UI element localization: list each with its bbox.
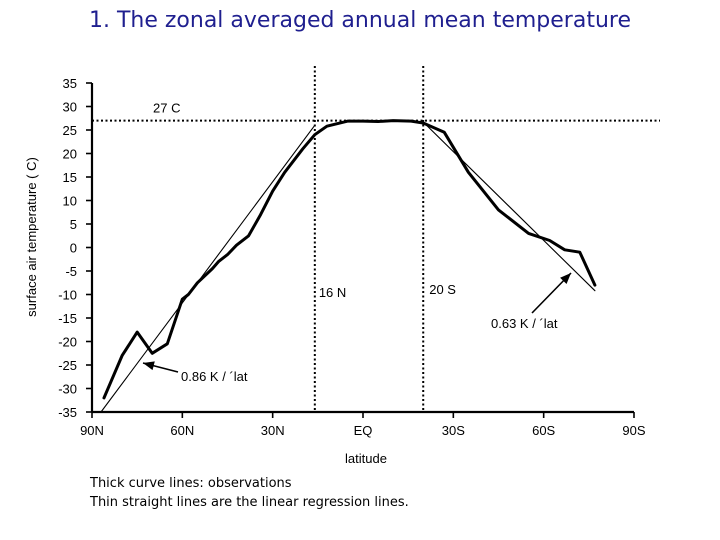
caption: Thick curve lines: observations Thin str… [90,474,409,512]
y-tick-label: 25 [63,123,77,138]
y-tick-label: -15 [58,311,77,326]
caption-line-1: Thick curve lines: observations [90,476,292,491]
x-tick-label: 30N [261,423,285,438]
x-tick-label: 90N [80,423,104,438]
y-axis-title: surface air temperature ( C) [24,157,39,317]
x-tick-label: 30S [442,423,465,438]
chart-series [100,119,597,413]
y-tick-label: 35 [63,76,77,91]
y-tick-label: 0 [70,241,77,256]
x-ticks: 90N 60N 30N EQ 30S 60S 90S [80,412,646,438]
series-observations [102,119,597,400]
reference-line-label: 20 S [429,282,456,297]
y-ticks: 35 30 25 20 15 10 5 0 -5 -10 -15 -20 -25 -30 -35 [58,76,92,420]
caption-line-2: Thin straight lines are the linear regre… [90,495,409,510]
series-regression-north [100,124,316,413]
reference-line-label: 27 C [153,101,180,116]
regression-north-label: 0.86 K / ´lat [181,369,248,384]
slide-title: 1. The zonal averaged annual mean temper… [88,8,632,33]
annotation-arrowhead [143,361,155,371]
x-tick-label: 60S [532,423,555,438]
y-tick-label: -5 [65,264,77,279]
chart-axes [90,83,634,414]
x-tick-label: 90S [622,423,645,438]
regression-south-label: 0.63 K / ´lat [491,316,558,331]
y-tick-label: 20 [63,147,77,162]
chart-annotations: 27 C 16 N 20 S 0.86 K / ´lat 0.63 K / ´lat [142,101,572,384]
y-tick-label: -10 [58,288,77,303]
y-tick-label: -25 [58,358,77,373]
y-tick-label: 15 [63,170,77,185]
y-tick-label: -20 [58,335,77,350]
y-tick-label: -30 [58,382,77,397]
y-tick-label: 5 [70,217,77,232]
y-tick-label: -35 [58,405,77,420]
annotation-arrowhead [560,273,571,285]
reference-line-label: 16 N [319,285,346,300]
x-tick-label: 60N [170,423,194,438]
y-tick-label: 10 [63,194,77,209]
x-tick-label: EQ [354,423,373,438]
series-regression-south [422,121,596,292]
reference-lines [92,66,660,412]
x-axis-title: latitude [345,451,387,466]
y-tick-label: 30 [63,100,77,115]
